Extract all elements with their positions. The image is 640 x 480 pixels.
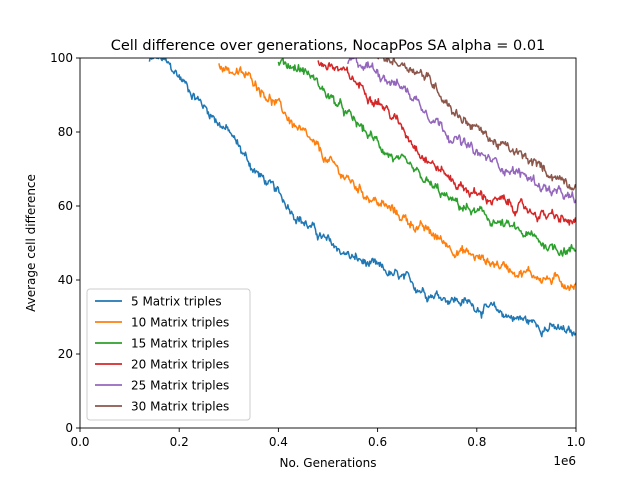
legend-label: 30 Matrix triples — [131, 400, 229, 414]
legend-box — [86, 288, 251, 421]
legend-label: 20 Matrix triples — [131, 358, 229, 372]
x-tick-label: 0.8 — [467, 435, 486, 449]
series-line-6 — [377, 58, 576, 191]
y-tick-label: 80 — [58, 125, 73, 139]
x-tick-label: 0.6 — [368, 435, 387, 449]
series-line-2 — [218, 63, 576, 292]
x-tick-label: 0.4 — [269, 435, 288, 449]
plot-area-frame — [79, 57, 577, 429]
x-tick-label: 1.0 — [566, 435, 585, 449]
series-line-3 — [277, 58, 576, 257]
series-line-1 — [148, 58, 576, 338]
y-tick-label: 0 — [65, 421, 73, 435]
y-tick-label: 100 — [50, 51, 73, 65]
legend-label: 10 Matrix triples — [131, 316, 229, 330]
legend: 5 Matrix triples 10 Matrix triples 15 Matr… — [86, 288, 251, 421]
x-axis-ticks: 0.0 0.2 0.4 0.6 0.8 1.0 — [70, 428, 586, 449]
y-tick-label: 20 — [58, 347, 73, 361]
y-tick-label: 60 — [58, 199, 73, 213]
x-tick-label: 0.0 — [70, 435, 89, 449]
legend-label: 15 Matrix triples — [131, 337, 229, 351]
series-layer — [148, 58, 576, 338]
legend-label: 25 Matrix triples — [131, 379, 229, 393]
legend-label: 5 Matrix triples — [131, 295, 222, 309]
chart-title: Cell difference over generations, NocapP… — [111, 38, 546, 54]
y-tick-label: 40 — [58, 273, 73, 287]
series-line-4 — [317, 60, 576, 226]
x-axis-offset-label: 1e6 — [553, 454, 576, 468]
x-tick-label: 0.2 — [170, 435, 189, 449]
x-axis-label: No. Generations — [280, 456, 377, 470]
series-line-5 — [347, 58, 576, 204]
y-axis-label-group: Average cell difference — [24, 174, 38, 312]
y-axis-ticks: 0 20 40 60 80 100 — [50, 51, 80, 435]
y-axis-label: Average cell difference — [24, 174, 38, 312]
